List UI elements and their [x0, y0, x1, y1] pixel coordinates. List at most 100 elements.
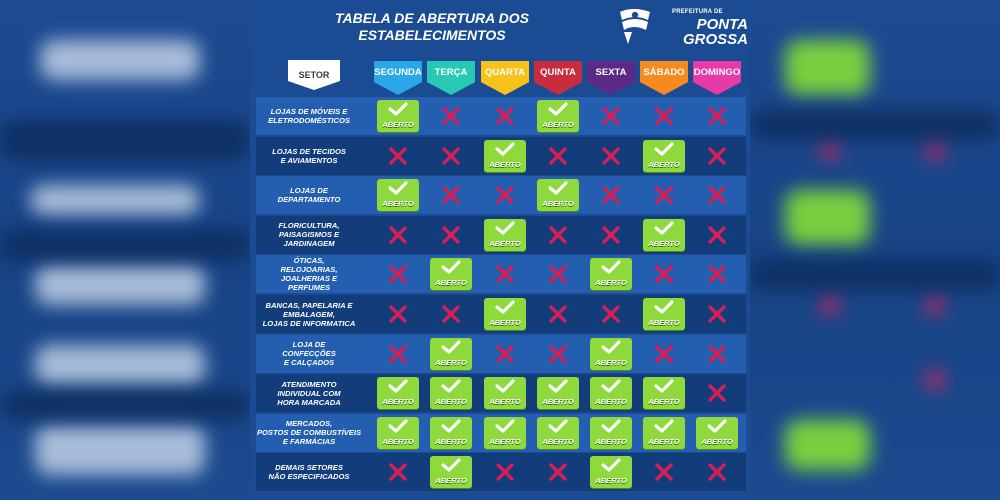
- closed-x-icon: [708, 226, 726, 244]
- aberto-badge: ABERTO: [643, 298, 685, 330]
- setor-header: SETOR: [288, 60, 340, 90]
- closed-x-icon: [442, 226, 460, 244]
- schedule-row: LOJAS DE DEPARTAMENTO ABERTO ABERTO: [256, 176, 746, 215]
- open-cell: ABERTO: [425, 374, 477, 412]
- checkmark-icon: [495, 141, 515, 156]
- closed-cell: [585, 176, 637, 214]
- closed-x-icon: [549, 305, 567, 323]
- aberto-badge: ABERTO: [590, 377, 632, 410]
- closed-cell: [638, 255, 690, 293]
- checkmark-icon: [654, 379, 674, 393]
- closed-cell: [372, 216, 424, 254]
- closed-x-icon: [655, 107, 673, 125]
- schedule-row: LOJA DE CONFECÇÕES E CALÇADOS ABERTO ABERT…: [256, 334, 746, 373]
- open-cell: ABERTO: [638, 137, 690, 175]
- closed-cell: [585, 216, 637, 254]
- aberto-badge: ABERTO: [484, 218, 526, 251]
- aberto-badge: ABERTO: [643, 218, 685, 251]
- aberto-badge: ABERTO: [643, 416, 685, 449]
- aberto-label: ABERTO: [489, 318, 521, 327]
- open-cell: ABERTO: [532, 97, 584, 135]
- sector-label: LOJA DE CONFECÇÕES E CALÇADOS: [282, 340, 336, 368]
- open-cell: ABERTO: [479, 137, 531, 175]
- open-cell: ABERTO: [372, 97, 424, 135]
- open-cell: ABERTO: [638, 295, 690, 333]
- closed-x-icon: [708, 146, 726, 165]
- open-cell: ABERTO: [638, 374, 690, 412]
- aberto-label: ABERTO: [489, 436, 521, 446]
- aberto-badge: ABERTO: [537, 416, 579, 449]
- sector-label: MERCADOS, POSTOS DE COMBUSTÍVEIS E FARMÁ…: [256, 419, 362, 447]
- aberto-label: ABERTO: [595, 436, 627, 446]
- schedule-row: FLORICULTURA, PAISAGISMOS E JARDINAGEM AB…: [256, 215, 746, 254]
- closed-x-icon: [442, 186, 460, 204]
- day-label: QUINTA: [540, 67, 576, 78]
- logo-line-1: PONTA: [696, 16, 748, 33]
- checkmark-icon: [441, 339, 461, 354]
- sector-label: LOJAS DE MÓVEIS E ELETRODOMÉSTICOS: [268, 107, 350, 125]
- checkmark-icon: [654, 141, 674, 156]
- checkmark-icon: [548, 181, 568, 195]
- closed-cell: [479, 335, 531, 373]
- sector-label: ATENDIMENTO INDIVIDUAL COM HORA MARCADA: [277, 379, 341, 407]
- aberto-label: ABERTO: [435, 436, 467, 446]
- closed-x-icon: [496, 107, 514, 125]
- open-cell: ABERTO: [691, 414, 743, 452]
- closed-x-icon: [602, 107, 620, 125]
- aberto-label: ABERTO: [382, 199, 414, 209]
- closed-x-icon: [389, 265, 407, 284]
- closed-cell: [532, 295, 584, 333]
- aberto-badge: ABERTO: [537, 100, 579, 132]
- schedule-row: LOJAS DE MÓVEIS E ELETRODOMÉSTICOS ABERTO…: [256, 97, 746, 135]
- closed-x-icon: [655, 265, 673, 284]
- closed-x-icon: [655, 344, 673, 363]
- closed-x-icon: [442, 146, 460, 165]
- checkmark-icon: [388, 102, 408, 116]
- closed-x-icon: [602, 226, 620, 244]
- checkmark-icon: [601, 379, 621, 393]
- logo-small-text: PREFEITURA DE: [672, 9, 723, 15]
- aberto-badge: ABERTO: [643, 377, 685, 410]
- aberto-badge: ABERTO: [430, 377, 472, 410]
- closed-x-icon: [602, 305, 620, 323]
- closed-cell: [372, 137, 424, 175]
- closed-cell: [585, 295, 637, 333]
- closed-cell: [638, 97, 690, 135]
- closed-cell: [691, 255, 743, 293]
- aberto-badge: ABERTO: [696, 416, 738, 449]
- closed-cell: [638, 176, 690, 214]
- closed-x-icon: [549, 226, 567, 244]
- open-cell: ABERTO: [479, 216, 531, 254]
- closed-cell: [691, 97, 743, 135]
- closed-cell: [691, 335, 743, 373]
- checkmark-icon: [548, 419, 568, 433]
- closed-x-icon: [496, 463, 514, 482]
- checkmark-icon: [654, 300, 674, 314]
- closed-x-icon: [496, 344, 514, 363]
- aberto-label: ABERTO: [489, 159, 521, 169]
- closed-x-icon: [389, 226, 407, 244]
- aberto-badge: ABERTO: [484, 416, 526, 449]
- closed-x-icon: [496, 186, 514, 204]
- aberto-badge: ABERTO: [377, 416, 419, 449]
- open-cell: ABERTO: [479, 414, 531, 452]
- aberto-label: ABERTO: [595, 397, 627, 407]
- day-header-0: SEGUNDA: [374, 61, 422, 95]
- closed-cell: [372, 335, 424, 373]
- open-cell: ABERTO: [372, 176, 424, 214]
- open-cell: ABERTO: [585, 335, 637, 373]
- checkmark-icon: [707, 419, 727, 433]
- closed-x-icon: [549, 463, 567, 482]
- checkmark-icon: [548, 379, 568, 393]
- aberto-badge: ABERTO: [484, 139, 526, 172]
- closed-cell: [691, 295, 743, 333]
- day-header-2: QUARTA: [481, 61, 529, 95]
- aberto-label: ABERTO: [489, 238, 521, 248]
- closed-cell: [425, 216, 477, 254]
- checkmark-icon: [388, 379, 408, 393]
- closed-cell: [585, 137, 637, 175]
- closed-x-icon: [389, 463, 407, 482]
- sector-label: FLORICULTURA, PAISAGISMOS E JARDINAGEM: [278, 221, 340, 249]
- open-cell: ABERTO: [532, 374, 584, 412]
- aberto-label: ABERTO: [648, 318, 680, 327]
